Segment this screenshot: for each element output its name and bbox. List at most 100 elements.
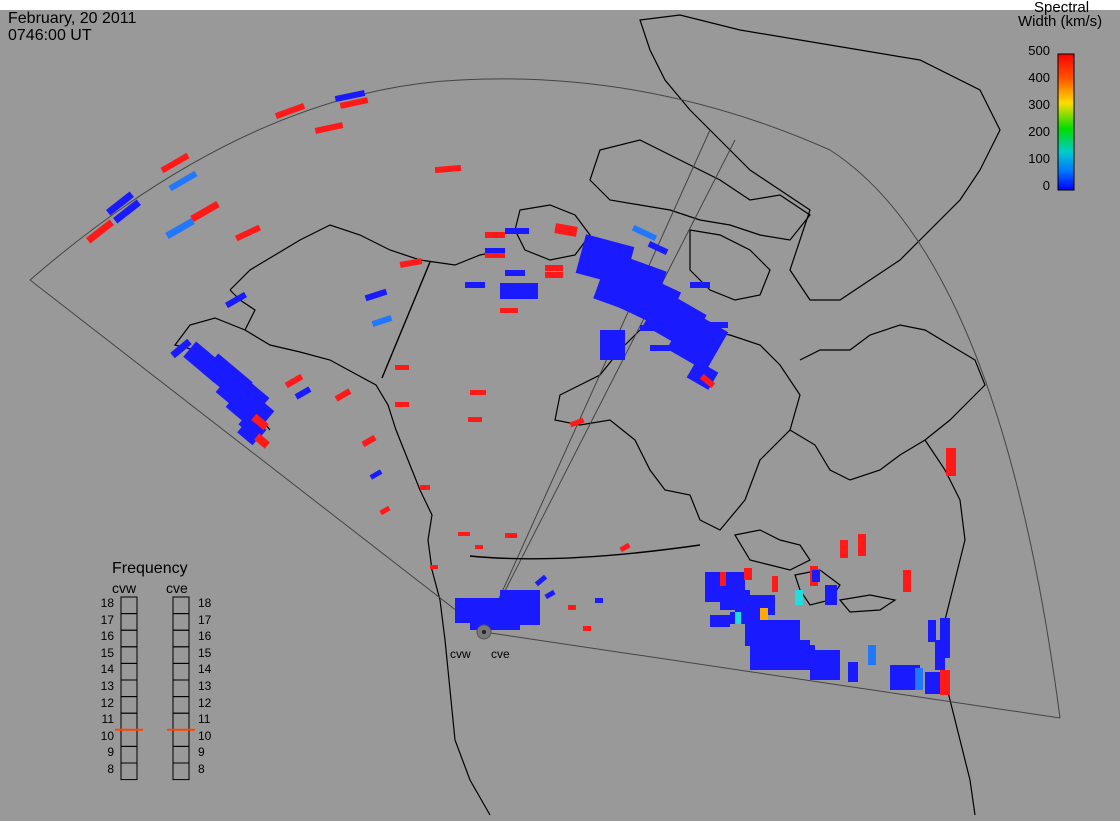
frequency-box: [172, 762, 190, 781]
scatter-cell: [500, 590, 540, 625]
scatter-cell: [284, 373, 304, 389]
scatter-cell: [434, 164, 462, 174]
frequency-level-right: 8: [198, 762, 205, 776]
scatter-cell: [361, 434, 377, 448]
scatter-cell: [770, 645, 790, 670]
scatter-cell: [825, 585, 837, 605]
scatter-cell: [294, 386, 312, 400]
frequency-level-left: 10: [100, 728, 114, 743]
frequency-box: [172, 712, 190, 731]
frequency-box: [172, 729, 190, 747]
colorbar-tick-0: 0: [1042, 178, 1050, 193]
frequency-level-left: 12: [100, 695, 114, 710]
frequency-box: [120, 745, 138, 764]
frequency-boxes: [115, 596, 195, 781]
scatter-cell: [868, 645, 876, 665]
scatter-cell: [369, 469, 383, 480]
frequency-box: [172, 679, 190, 698]
border-layer: [381, 261, 701, 560]
alaska-canada-border: [381, 261, 431, 379]
scatter-cell: [190, 200, 220, 223]
colorbar: [1057, 53, 1075, 191]
coastline-labrador: [789, 324, 986, 481]
scatter-cell: [848, 662, 858, 682]
colorbar-tick-300: 300: [1028, 97, 1050, 112]
frequency-radar-cve: cve: [166, 580, 188, 596]
scatter-cell: [686, 360, 719, 390]
scatter-cell: [640, 325, 670, 331]
scatter-cell: [915, 668, 923, 690]
frequency-level-right: 14: [198, 662, 212, 677]
frequency-radar-cvw: cvw: [112, 580, 137, 596]
scatter-cell: [399, 258, 423, 268]
frequency-box: [120, 646, 138, 664]
colorbar-title-line2: Width (km/s): [1018, 13, 1103, 30]
scatter-cells: [86, 89, 956, 695]
frequency-box: [120, 729, 138, 747]
greenland: [639, 14, 1001, 301]
scatter-cell: [505, 228, 529, 234]
scatter-cell: [946, 448, 956, 476]
scatter-cell: [772, 576, 778, 592]
frequency-level-left: 8: [107, 762, 114, 776]
scatter-cell: [113, 199, 141, 224]
frequency-level-left: 15: [100, 645, 114, 660]
scatter-cell: [858, 534, 866, 556]
scatter-cell: [170, 338, 192, 359]
scatter-cell: [647, 241, 669, 255]
scatter-cell: [935, 640, 945, 670]
frequency-level-left: 13: [100, 679, 114, 693]
frequency-box: [172, 646, 190, 664]
fov-outer-arc: [29, 78, 1061, 719]
scatter-cell: [485, 253, 505, 258]
scatter-cell: [744, 568, 752, 580]
colorbar-gradient: [1057, 53, 1075, 191]
frequency-level-right: 15: [198, 645, 212, 660]
coastline-hudson-bay: [554, 324, 801, 531]
us-canada-border: [469, 544, 701, 560]
fov-cvw-right-edge: [483, 139, 736, 633]
scatter-cell: [690, 282, 710, 288]
scatter-cell: [568, 605, 576, 610]
frequency-box: [172, 745, 190, 764]
frequency-box: [120, 762, 138, 781]
scatter-cell: [500, 283, 538, 299]
frequency-box: [120, 662, 138, 681]
scatter-cell: [237, 424, 259, 446]
colorbar-tick-200: 200: [1028, 124, 1050, 139]
frequency-level-right: 12: [198, 695, 212, 710]
radar-site-dot: [482, 630, 486, 634]
frequency-level-right: 18: [198, 596, 212, 610]
fov-left-edge: [29, 279, 485, 633]
scatter-cell: [928, 620, 936, 642]
scatter-cell: [430, 565, 438, 569]
scatter-cell: [234, 224, 262, 242]
scatter-cell: [631, 224, 658, 242]
frequency-box: [120, 596, 138, 615]
scatter-cell: [485, 248, 505, 254]
scatter-cell: [165, 217, 195, 240]
colorbar-tick-500: 500: [1028, 43, 1050, 58]
scatter-cell: [395, 365, 409, 370]
frequency-level-right: 13: [198, 679, 212, 693]
frequency-level-right: 9: [198, 745, 205, 760]
date-label: February, 20 2011: [8, 10, 137, 27]
field-of-view-layer: [29, 78, 1061, 719]
scatter-cell: [371, 315, 393, 327]
scatter-cell: [505, 270, 525, 276]
scatter-cell: [925, 672, 943, 694]
scatter-cell: [334, 388, 352, 402]
radar-site-label-cvw: cvw: [450, 647, 471, 661]
scatter-cell: [710, 322, 728, 328]
scatter-cell: [468, 417, 482, 422]
scatter-cell: [254, 433, 270, 449]
scatter-cell: [699, 373, 716, 389]
scatter-cell: [619, 542, 631, 553]
frequency-box: [120, 679, 138, 698]
scatter-cell: [544, 589, 556, 600]
frequency-level-left: 17: [100, 612, 114, 627]
frequency-box: [172, 629, 190, 648]
coastline-layer: [173, 14, 1001, 816]
scatter-cell: [545, 272, 563, 278]
